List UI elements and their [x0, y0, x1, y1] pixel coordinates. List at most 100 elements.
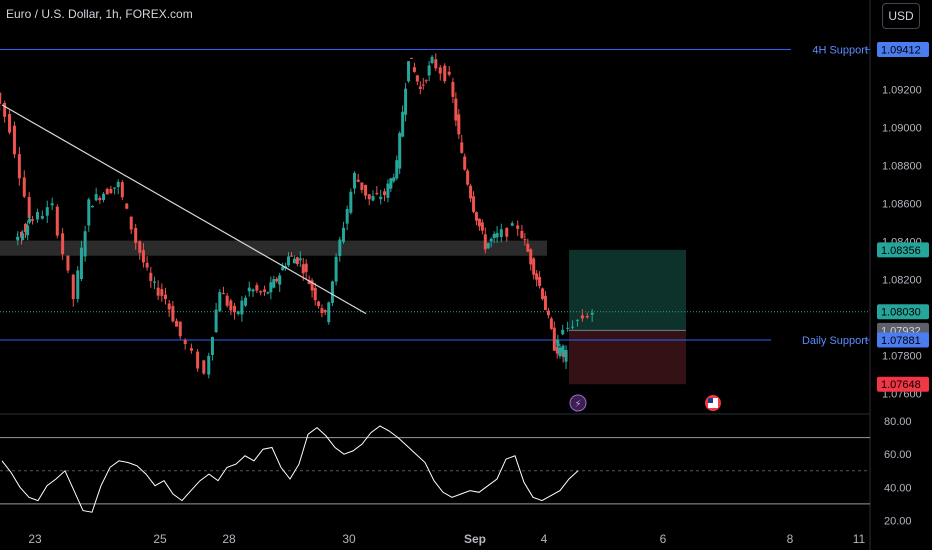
candle-body — [480, 222, 484, 231]
candle-body — [421, 84, 425, 86]
candle-body — [225, 295, 229, 306]
candle-body — [164, 294, 168, 300]
candle-body — [477, 218, 481, 227]
candle-body — [549, 318, 553, 329]
candle-body — [360, 182, 364, 190]
candle-body — [541, 288, 545, 299]
candle-body — [207, 355, 211, 375]
candle-body — [156, 287, 160, 296]
us-flag-icon-canton — [708, 398, 713, 403]
supply-demand-zone — [0, 240, 547, 256]
candle-body — [167, 303, 171, 310]
candle-body — [27, 196, 31, 219]
candle-body — [345, 209, 349, 224]
price-label-bg — [877, 304, 929, 320]
candle-body — [412, 67, 416, 72]
candle-body — [196, 351, 200, 369]
candle-body — [287, 256, 291, 266]
candle-body — [561, 345, 565, 353]
candle-body — [102, 193, 106, 200]
candle-body — [447, 71, 451, 75]
candle-body — [105, 188, 109, 195]
candle-body — [457, 114, 461, 135]
candle-body — [404, 88, 408, 115]
candle-body — [83, 231, 87, 257]
candle-body — [516, 225, 520, 229]
candle-body — [24, 223, 28, 233]
currency-button[interactable]: USD — [882, 3, 920, 29]
rsi-tick-label: 40.00 — [884, 482, 912, 494]
candle-body — [407, 61, 411, 82]
candle-body — [255, 285, 259, 291]
candle-body — [386, 183, 390, 198]
candle-body — [438, 67, 442, 74]
candle-body — [571, 326, 575, 328]
candle-body — [3, 102, 7, 117]
candle-body — [31, 219, 35, 221]
candle-body — [580, 315, 584, 319]
candle-body — [94, 194, 98, 201]
price-label: 1.08356 — [881, 245, 921, 257]
price-label: 1.08030 — [881, 307, 921, 319]
candle-body — [443, 65, 447, 82]
candle-body — [409, 57, 413, 59]
candle-body — [278, 275, 282, 285]
candle-body — [289, 255, 293, 257]
candle-body — [499, 229, 503, 238]
trendline — [1, 104, 367, 315]
candle-body — [145, 262, 149, 268]
candle-body — [240, 300, 244, 315]
candle-body — [298, 258, 302, 261]
candle-body — [474, 212, 478, 221]
candle-body — [364, 184, 368, 196]
candle-body — [566, 327, 570, 329]
candle-body — [40, 216, 44, 219]
candle-body — [28, 218, 32, 223]
level-label: Daily Support — [802, 335, 868, 347]
candle-body — [427, 65, 431, 76]
candle-body — [523, 239, 527, 241]
candle-body — [141, 250, 145, 263]
candle-body — [401, 111, 405, 137]
x-tick-label: 30 — [342, 532, 356, 546]
candle-body — [0, 92, 2, 104]
candle-body — [98, 197, 102, 201]
candle-body — [55, 206, 59, 236]
candle-body — [175, 320, 179, 327]
candle-body — [555, 346, 559, 354]
candle-body — [301, 264, 305, 274]
candle-body — [552, 327, 556, 351]
candle-body — [269, 282, 273, 293]
candle-body — [520, 230, 524, 239]
level-label-bg — [771, 332, 865, 348]
candle-body — [21, 233, 25, 240]
candle-body — [460, 142, 464, 153]
candle-body — [323, 309, 327, 313]
candle-body — [272, 279, 276, 288]
candle-body — [8, 114, 12, 133]
candle-body — [22, 177, 26, 197]
candle-body — [129, 216, 133, 230]
candle-body — [178, 321, 182, 337]
price-label-bg — [877, 376, 929, 392]
candle-body — [210, 337, 214, 355]
x-tick-label: 25 — [153, 532, 167, 546]
candle-body — [90, 205, 94, 208]
candle-body — [113, 187, 117, 189]
x-tick-label: 4 — [541, 532, 548, 546]
candle-body — [149, 272, 153, 281]
candle-body — [171, 306, 175, 322]
candle-body — [292, 258, 296, 264]
candle-body — [259, 291, 263, 293]
chart-title: Euro / U.S. Dollar, 1h, FOREX.com — [6, 7, 193, 21]
candle-body — [434, 59, 438, 69]
candle-body — [281, 266, 285, 271]
candle-body — [395, 160, 399, 179]
candle-body — [529, 249, 533, 265]
candle-body — [16, 236, 20, 241]
candle-body — [375, 193, 379, 195]
candle-body — [71, 274, 75, 300]
candle-body — [472, 196, 476, 212]
candle-body — [389, 178, 393, 189]
